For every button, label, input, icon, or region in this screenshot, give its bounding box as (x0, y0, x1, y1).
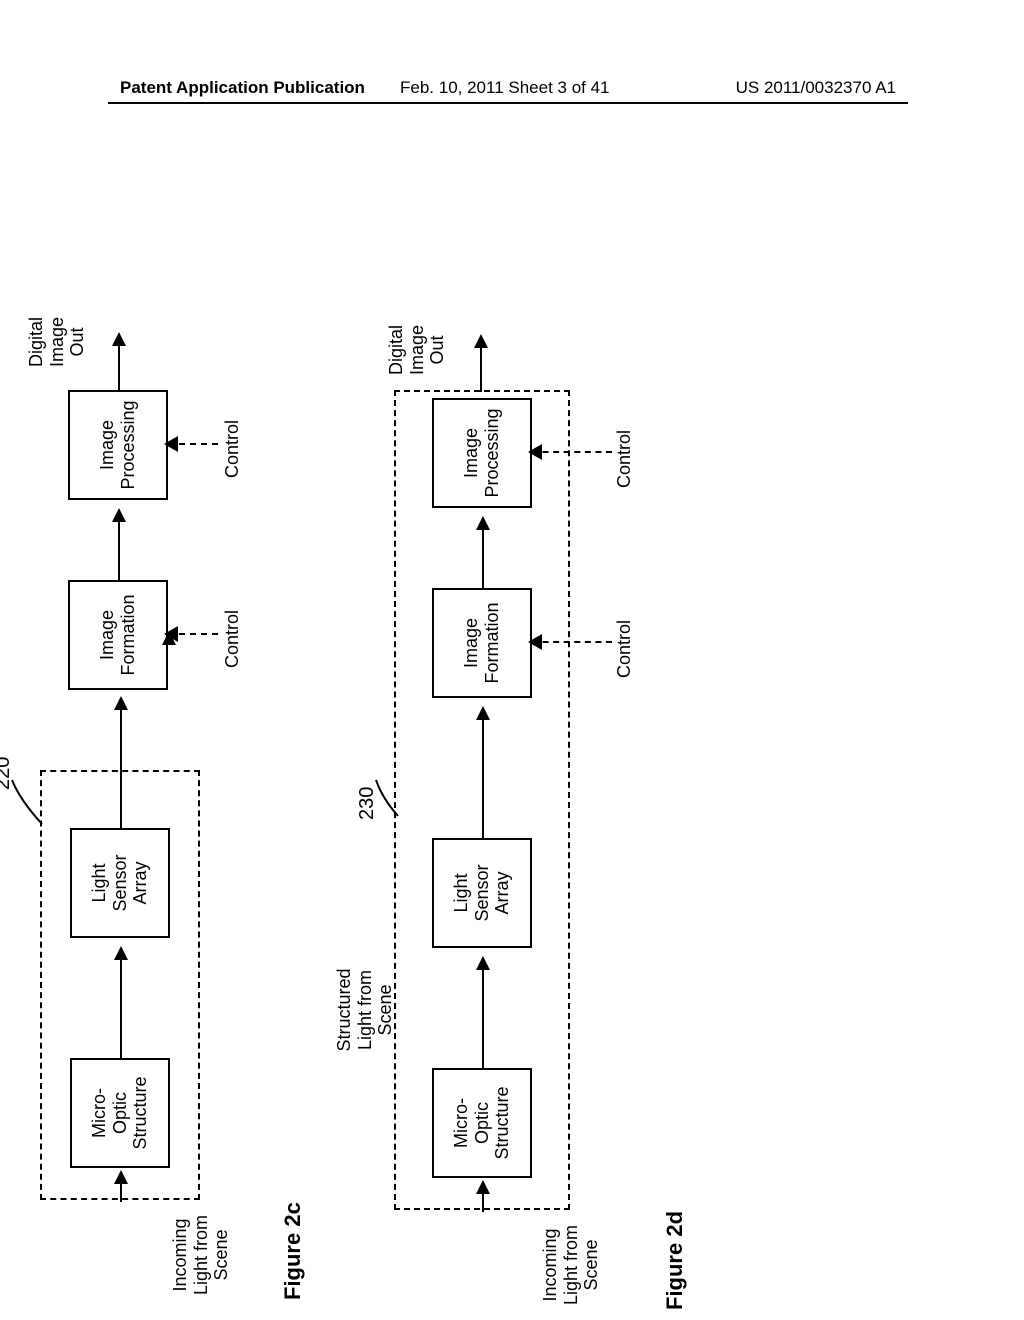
group-220: Micro- Optic Structure Light Sensor Arra… (40, 770, 200, 1200)
control-arrowhead-formation-2d (528, 632, 544, 652)
group-230: Micro- Optic Structure Structured Light … (394, 390, 570, 1210)
arrow-mid3-2c (118, 510, 120, 580)
control-line-formation-2d (532, 641, 612, 643)
box-image-processing-2c: Image Processing (68, 390, 168, 500)
box-image-processing-2d: Image Processing (432, 398, 532, 508)
header-mid: Feb. 10, 2011 Sheet 3 of 41 (400, 78, 610, 98)
control-label-formation-2d: Control (614, 620, 635, 678)
arrow-in-2c (120, 1172, 122, 1202)
control-label-formation-2c: Control (222, 610, 243, 668)
figure-2c: Figure 2c Incoming Light from Scene Micr… (20, 320, 320, 1300)
incoming-label: Incoming Light from Scene (170, 1200, 232, 1310)
header-rule (108, 102, 908, 104)
arrow-mid1-2c (120, 948, 122, 1058)
page-header: Patent Application Publication Feb. 10, … (0, 78, 1024, 98)
control-arrowhead-formation-2c (164, 624, 180, 644)
box-image-formation-2d: Image Formation (432, 588, 532, 698)
arrow-out-2c (118, 334, 120, 390)
figure-2c-label: Figure 2c (280, 1202, 306, 1300)
control-arrowhead-processing-2c (164, 434, 180, 454)
control-label-processing-2d: Control (614, 430, 635, 488)
arrow-mid3-2d (482, 518, 484, 588)
digital-out-label-2d: Digital Image Out (386, 310, 448, 390)
figure-2d-label: Figure 2d (662, 1211, 688, 1310)
box-micro-optic-2d: Micro- Optic Structure (432, 1068, 532, 1178)
control-arrowhead-processing-2d (528, 442, 544, 462)
callout-line-220 (10, 770, 50, 830)
control-label-processing-2c: Control (222, 420, 243, 478)
arrow-out-2d (480, 336, 482, 392)
figure-2d: Figure 2d Incoming Light from Scene Micr… (380, 330, 700, 1310)
arrow-in-2d (482, 1182, 484, 1212)
arrow-mid2-2c (120, 698, 122, 828)
header-right: US 2011/0032370 A1 (736, 78, 896, 98)
box-image-formation-2c: Image Formation (68, 580, 168, 690)
structured-label-2d: Structured Light from Scene (334, 960, 396, 1060)
arrow-mid2-2d (482, 708, 484, 838)
arrow-mid1-2d (482, 958, 484, 1068)
incoming-label-2d: Incoming Light from Scene (540, 1210, 602, 1320)
control-line-processing-2d (532, 451, 612, 453)
box-light-sensor-2c: Light Sensor Array (70, 828, 170, 938)
digital-out-label-2c: Digital Image Out (26, 302, 88, 382)
box-micro-optic-2c: Micro- Optic Structure (70, 1058, 170, 1168)
box-light-sensor-2d: Light Sensor Array (432, 838, 532, 948)
header-left: Patent Application Publication (120, 78, 365, 98)
callout-line-230 (374, 770, 404, 820)
